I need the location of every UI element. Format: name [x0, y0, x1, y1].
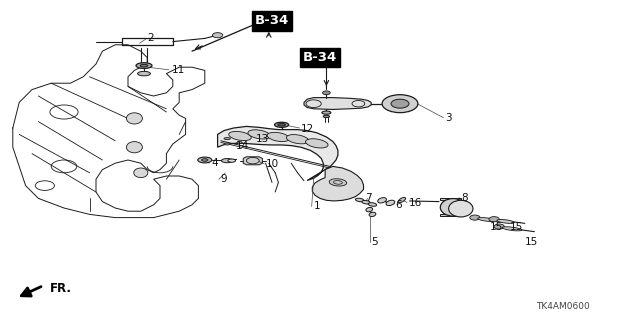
Text: B-34: B-34 [303, 51, 337, 64]
Ellipse shape [502, 227, 522, 231]
Ellipse shape [237, 142, 242, 144]
Text: 16: 16 [408, 197, 422, 208]
Ellipse shape [267, 132, 290, 141]
Ellipse shape [286, 135, 309, 144]
Ellipse shape [275, 122, 289, 127]
Text: 12: 12 [301, 124, 314, 134]
Polygon shape [440, 214, 461, 216]
Ellipse shape [140, 64, 148, 67]
Polygon shape [218, 126, 338, 180]
Ellipse shape [305, 139, 328, 148]
Ellipse shape [366, 207, 372, 212]
Ellipse shape [497, 220, 515, 223]
Text: 14: 14 [236, 140, 249, 151]
Circle shape [212, 33, 223, 38]
Ellipse shape [239, 136, 244, 138]
Ellipse shape [368, 203, 377, 206]
Text: 7: 7 [365, 193, 371, 204]
Text: 10: 10 [266, 159, 279, 169]
Text: 2: 2 [147, 33, 154, 44]
Text: 15: 15 [490, 221, 503, 232]
Ellipse shape [355, 198, 364, 202]
Circle shape [391, 99, 409, 108]
Ellipse shape [477, 218, 495, 221]
Polygon shape [304, 98, 371, 109]
Text: 11: 11 [172, 65, 185, 76]
Ellipse shape [329, 179, 347, 186]
Ellipse shape [322, 111, 331, 114]
Ellipse shape [369, 212, 376, 217]
Ellipse shape [228, 159, 236, 162]
Polygon shape [243, 157, 262, 165]
Ellipse shape [127, 141, 143, 153]
Text: FR.: FR. [50, 282, 72, 295]
Ellipse shape [224, 143, 230, 145]
Ellipse shape [378, 198, 387, 203]
Ellipse shape [127, 113, 143, 124]
Ellipse shape [362, 200, 371, 204]
Ellipse shape [228, 132, 252, 140]
Ellipse shape [134, 168, 148, 178]
Ellipse shape [440, 198, 466, 216]
Text: 15: 15 [525, 236, 538, 247]
Text: 15: 15 [510, 221, 524, 232]
Circle shape [323, 91, 330, 95]
Ellipse shape [136, 63, 152, 68]
Circle shape [489, 217, 499, 222]
Text: 4: 4 [211, 158, 218, 168]
Text: 8: 8 [461, 193, 467, 204]
Text: B-34: B-34 [255, 14, 289, 27]
Ellipse shape [138, 71, 150, 76]
Text: 1: 1 [314, 201, 320, 212]
Text: 3: 3 [445, 113, 451, 124]
Ellipse shape [278, 124, 285, 126]
Ellipse shape [221, 158, 233, 163]
Circle shape [470, 215, 480, 220]
Text: 6: 6 [396, 200, 402, 210]
Polygon shape [312, 166, 364, 201]
Circle shape [494, 224, 504, 229]
Ellipse shape [198, 157, 212, 163]
Ellipse shape [323, 116, 330, 118]
Ellipse shape [386, 200, 395, 205]
Text: TK4AM0600: TK4AM0600 [536, 302, 590, 311]
Ellipse shape [202, 159, 208, 161]
Circle shape [382, 95, 418, 113]
Text: 9: 9 [221, 174, 227, 184]
Ellipse shape [224, 138, 230, 140]
Text: 5: 5 [371, 236, 378, 247]
Text: 13: 13 [256, 134, 269, 144]
Ellipse shape [398, 197, 406, 203]
Ellipse shape [449, 200, 473, 217]
Ellipse shape [248, 130, 271, 139]
Polygon shape [440, 198, 461, 200]
